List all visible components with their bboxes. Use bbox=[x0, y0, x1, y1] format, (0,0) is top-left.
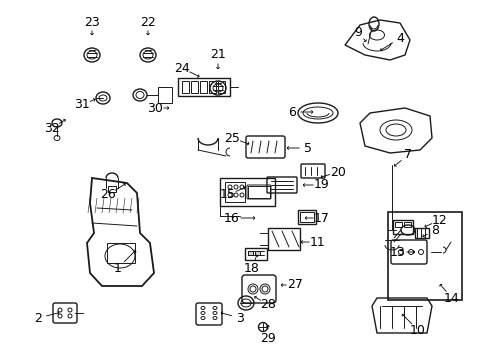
Text: 4: 4 bbox=[395, 31, 403, 45]
Bar bbox=[267, 228, 299, 250]
Text: 1: 1 bbox=[114, 261, 122, 274]
Text: 25: 25 bbox=[224, 131, 240, 144]
Text: 16: 16 bbox=[224, 211, 240, 225]
Text: 5: 5 bbox=[304, 141, 311, 154]
Bar bbox=[247, 186, 269, 198]
Text: 12: 12 bbox=[431, 213, 447, 226]
Bar bbox=[247, 251, 252, 255]
Bar bbox=[297, 210, 315, 224]
Bar bbox=[224, 182, 244, 202]
Text: 6: 6 bbox=[287, 105, 295, 118]
Text: 7: 7 bbox=[403, 148, 411, 162]
Bar bbox=[208, 81, 216, 93]
Text: 30: 30 bbox=[147, 102, 163, 114]
Bar bbox=[244, 248, 266, 260]
Bar bbox=[403, 222, 410, 227]
Text: 17: 17 bbox=[313, 211, 329, 225]
Text: 31: 31 bbox=[74, 99, 90, 112]
Text: 19: 19 bbox=[313, 179, 329, 192]
Bar bbox=[392, 220, 412, 234]
Bar bbox=[158, 87, 172, 103]
Text: 23: 23 bbox=[84, 15, 100, 28]
Text: 10: 10 bbox=[409, 324, 425, 337]
Text: 20: 20 bbox=[329, 166, 345, 179]
Text: 27: 27 bbox=[286, 279, 303, 292]
Text: 24: 24 bbox=[174, 62, 189, 75]
Text: 8: 8 bbox=[430, 224, 438, 237]
Bar bbox=[108, 186, 116, 192]
Bar bbox=[394, 222, 401, 227]
Text: 2: 2 bbox=[34, 311, 42, 324]
Text: 22: 22 bbox=[140, 15, 156, 28]
Bar bbox=[299, 212, 313, 222]
Bar bbox=[218, 81, 224, 93]
Text: 14: 14 bbox=[443, 292, 459, 305]
Text: 28: 28 bbox=[260, 298, 275, 311]
Bar bbox=[414, 228, 428, 238]
Bar bbox=[182, 81, 189, 93]
Text: 13: 13 bbox=[389, 246, 405, 258]
Text: 3: 3 bbox=[236, 311, 244, 324]
Bar bbox=[387, 212, 461, 300]
Text: 29: 29 bbox=[260, 332, 275, 345]
Text: 11: 11 bbox=[309, 235, 325, 248]
Text: 9: 9 bbox=[353, 26, 361, 39]
Bar bbox=[178, 78, 229, 96]
Bar bbox=[200, 81, 206, 93]
Text: 15: 15 bbox=[220, 189, 235, 202]
Bar bbox=[254, 251, 260, 255]
Text: 18: 18 bbox=[244, 261, 260, 274]
Text: 32: 32 bbox=[44, 122, 60, 135]
Text: 21: 21 bbox=[210, 49, 225, 62]
Bar bbox=[191, 81, 198, 93]
Bar bbox=[107, 243, 135, 263]
Text: 26: 26 bbox=[100, 189, 116, 202]
Bar bbox=[220, 178, 274, 206]
